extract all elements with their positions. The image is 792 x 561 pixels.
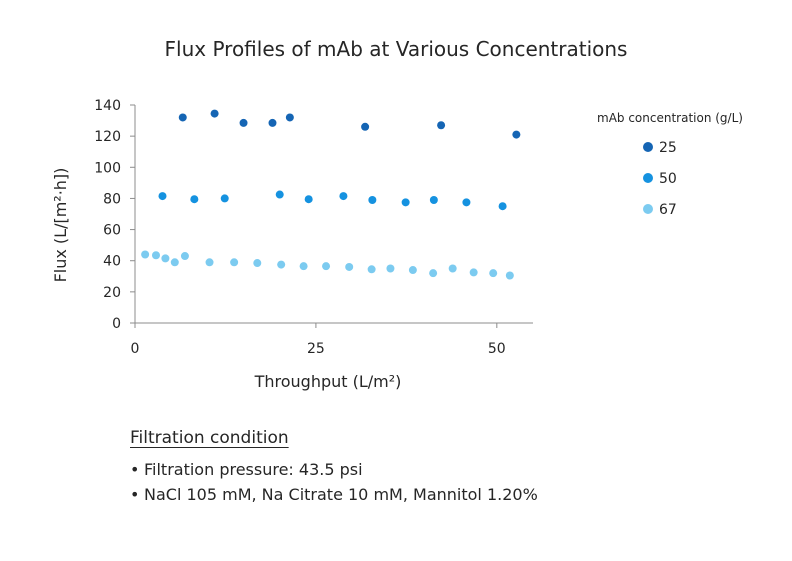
legend-marker-67 bbox=[643, 204, 653, 214]
data-points bbox=[141, 109, 521, 280]
note-text: Filtration pressure: 43.5 psi bbox=[144, 460, 363, 479]
data-point-67 bbox=[180, 252, 189, 261]
legend-label-25: 25 bbox=[659, 140, 677, 156]
data-point-50 bbox=[275, 190, 284, 199]
y-tick-label: 20 bbox=[103, 285, 121, 301]
note-item: • NaCl 105 mM, Na Citrate 10 mM, Mannitol… bbox=[130, 485, 690, 504]
flux-chart: Flux Profiles of mAb at Various Concentr… bbox=[51, 37, 743, 391]
data-point-67 bbox=[322, 262, 331, 271]
data-point-25 bbox=[210, 109, 219, 118]
filtration-notes: Filtration condition • Filtration pressur… bbox=[130, 428, 690, 510]
x-ticks: 0 25 50 bbox=[131, 323, 506, 357]
data-point-67 bbox=[367, 265, 376, 274]
data-point-67 bbox=[277, 260, 286, 269]
data-point-50 bbox=[401, 198, 410, 207]
y-tick-label: 140 bbox=[94, 98, 121, 114]
data-point-50 bbox=[429, 195, 438, 204]
data-point-50 bbox=[368, 195, 377, 204]
data-point-67 bbox=[170, 258, 179, 267]
legend-label-50: 50 bbox=[659, 171, 677, 187]
data-point-67 bbox=[230, 258, 239, 267]
data-point-25 bbox=[285, 113, 294, 122]
data-point-67 bbox=[253, 259, 262, 268]
data-point-25 bbox=[239, 118, 248, 127]
data-point-25 bbox=[268, 118, 277, 127]
data-point-50 bbox=[304, 195, 313, 204]
y-tick-label: 80 bbox=[103, 191, 121, 207]
data-point-67 bbox=[505, 271, 514, 280]
y-tick-label: 40 bbox=[103, 254, 121, 270]
data-point-67 bbox=[386, 264, 395, 273]
bullet: • bbox=[130, 460, 140, 479]
data-point-67 bbox=[408, 266, 417, 275]
y-axis-label: Flux (L/[m²·h]) bbox=[51, 168, 70, 283]
chart-title: Flux Profiles of mAb at Various Concentr… bbox=[165, 37, 628, 61]
data-point-67 bbox=[469, 268, 478, 277]
data-point-67 bbox=[448, 264, 457, 273]
data-point-25 bbox=[178, 113, 187, 122]
legend-marker-25 bbox=[643, 142, 653, 152]
y-tick-label: 60 bbox=[103, 223, 121, 239]
bullet: • bbox=[130, 485, 140, 504]
data-point-50 bbox=[339, 192, 348, 201]
y-ticks: 0 20 40 60 80 100 120 140 bbox=[94, 98, 135, 332]
note-item: • Filtration pressure: 43.5 psi bbox=[130, 460, 690, 479]
axes bbox=[134, 105, 533, 324]
x-axis-label: Throughput (L/m²) bbox=[254, 372, 402, 391]
data-point-67 bbox=[151, 251, 160, 260]
data-point-50 bbox=[158, 192, 167, 201]
data-point-25 bbox=[437, 121, 446, 130]
data-point-25 bbox=[361, 122, 370, 131]
data-point-67 bbox=[141, 250, 150, 259]
data-point-67 bbox=[429, 269, 438, 278]
data-point-67 bbox=[489, 269, 498, 278]
data-point-67 bbox=[205, 258, 214, 267]
x-tick-label: 25 bbox=[307, 341, 325, 357]
data-point-67 bbox=[161, 254, 170, 263]
data-point-50 bbox=[462, 198, 471, 207]
legend-title: mAb concentration (g/L) bbox=[597, 111, 743, 125]
legend-marker-50 bbox=[643, 173, 653, 183]
data-point-50 bbox=[190, 195, 199, 204]
legend-label-67: 67 bbox=[659, 202, 677, 218]
note-text: NaCl 105 mM, Na Citrate 10 mM, Mannitol … bbox=[144, 485, 538, 504]
data-point-50 bbox=[220, 194, 229, 203]
y-tick-label: 0 bbox=[112, 316, 121, 332]
x-tick-label: 50 bbox=[488, 341, 506, 357]
notes-heading: Filtration condition bbox=[130, 428, 289, 448]
legend: 25 50 67 bbox=[643, 140, 677, 218]
y-tick-label: 100 bbox=[94, 160, 121, 176]
y-tick-label: 120 bbox=[94, 129, 121, 145]
x-tick-label: 0 bbox=[131, 341, 140, 357]
data-point-25 bbox=[512, 130, 521, 139]
data-point-67 bbox=[345, 262, 354, 271]
data-point-50 bbox=[498, 202, 507, 211]
data-point-67 bbox=[299, 262, 308, 271]
